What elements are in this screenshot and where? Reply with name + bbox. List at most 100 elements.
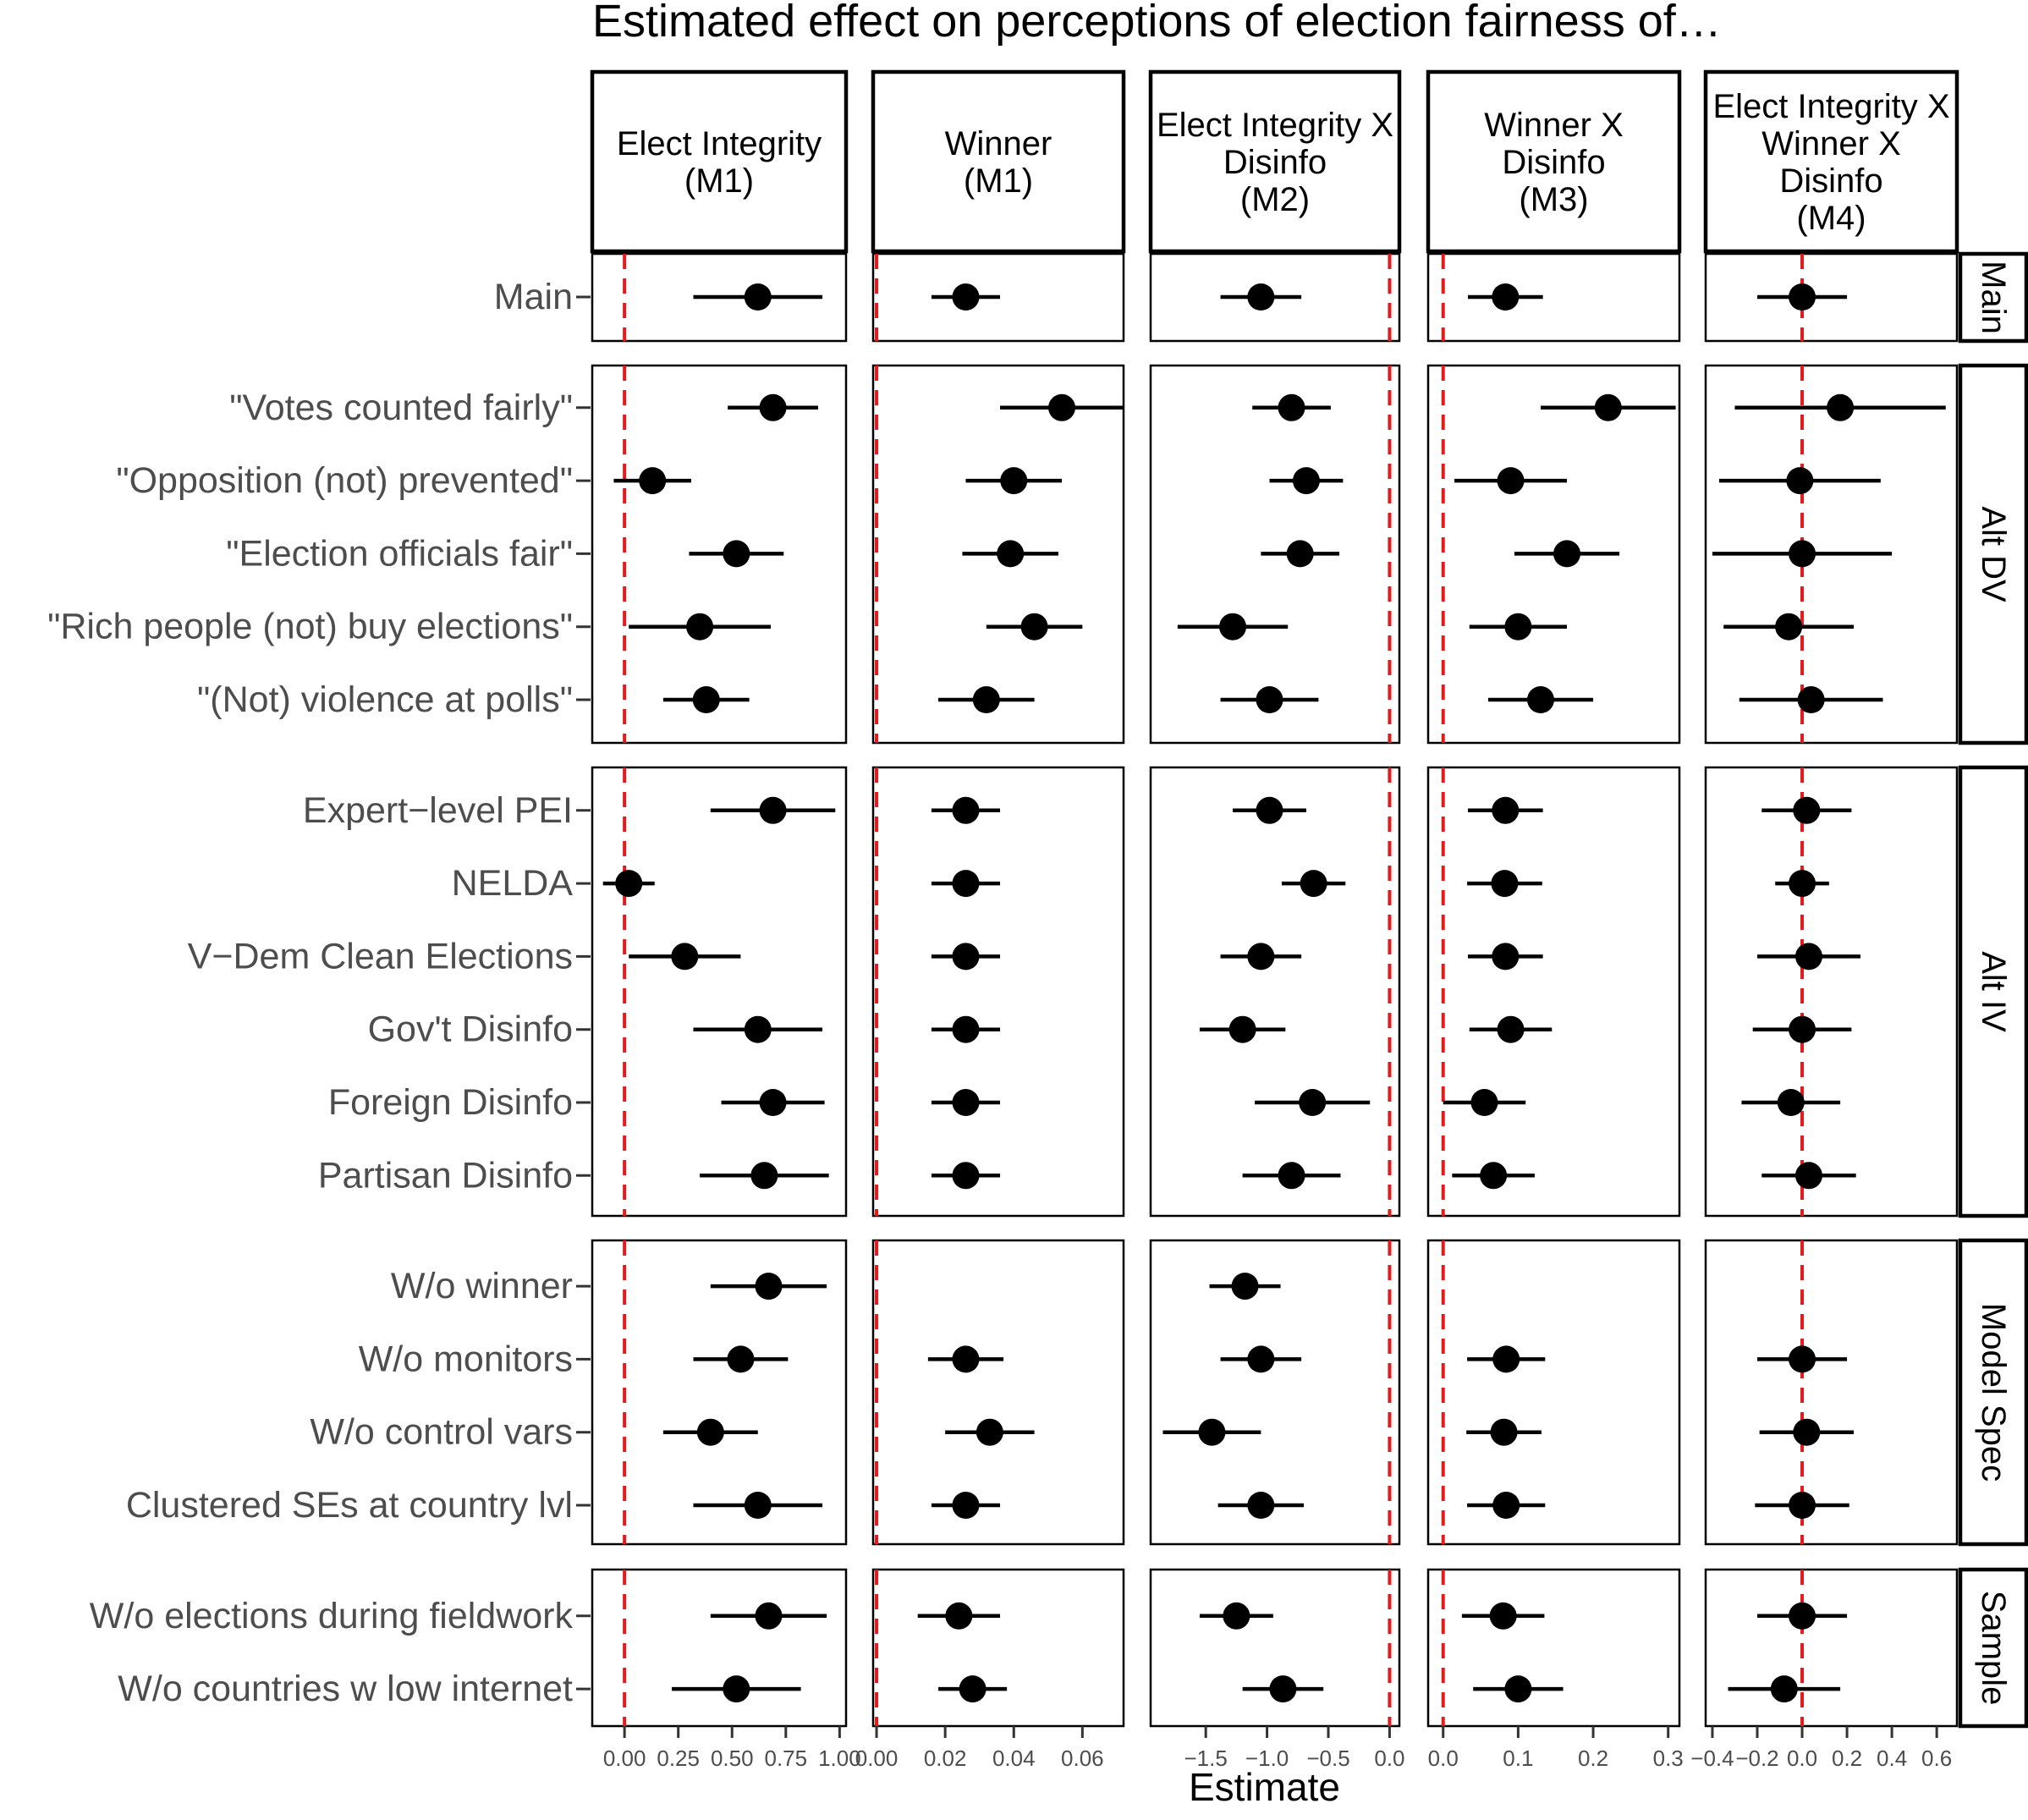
column-strip-3 xyxy=(1148,69,1402,254)
column-strip-label: Disinfo xyxy=(1779,162,1882,200)
estimate-point xyxy=(1292,467,1320,495)
column-strip-label: Disinfo xyxy=(1502,144,1605,181)
row-label: "Votes counted fairly" xyxy=(229,388,573,428)
estimate-point xyxy=(696,1418,724,1446)
estimate-point xyxy=(1789,1602,1816,1630)
row-label: V−Dem Clean Elections xyxy=(188,936,573,976)
column-strip-4 xyxy=(1426,69,1682,254)
estimate-point xyxy=(744,283,772,311)
estimate-point xyxy=(744,1015,772,1043)
row-label: W/o control vars xyxy=(310,1412,573,1453)
estimate-point xyxy=(1247,1492,1275,1519)
estimate-point xyxy=(1777,1089,1805,1116)
estimate-point xyxy=(1247,943,1275,970)
row-label: Foreign Disinfo xyxy=(328,1082,573,1123)
x-tick-label: −0.5 xyxy=(1306,1746,1349,1771)
estimate-point xyxy=(759,1089,787,1116)
panel xyxy=(1149,1239,1401,1546)
x-tick-label: 0.2 xyxy=(1832,1746,1862,1771)
row-strip-label: Alt DV xyxy=(1975,506,2012,602)
estimate-point xyxy=(1497,1015,1525,1043)
estimate-point xyxy=(1278,393,1305,421)
estimate-point xyxy=(615,870,643,898)
estimate-point xyxy=(1492,1345,1520,1373)
estimate-point xyxy=(952,283,980,311)
estimate-point xyxy=(1256,686,1283,713)
estimate-point xyxy=(686,613,714,641)
estimate-point xyxy=(952,1162,980,1190)
row-label: Partisan Disinfo xyxy=(318,1155,573,1196)
row-strip-4 xyxy=(1958,1238,2028,1547)
estimate-point xyxy=(1247,1345,1275,1373)
panel xyxy=(1704,1239,1959,1546)
estimate-point xyxy=(1793,796,1821,824)
column-strip-label: Winner X xyxy=(1761,125,1901,162)
row-label: "(Not) violence at polls" xyxy=(197,679,573,720)
estimate-point xyxy=(1793,1418,1821,1446)
x-tick-label: 0.2 xyxy=(1578,1746,1608,1771)
estimate-point xyxy=(959,1675,987,1703)
x-tick-label: 0.02 xyxy=(924,1746,967,1771)
row-label: Clustered SEs at country lvl xyxy=(126,1485,573,1526)
estimate-point xyxy=(1789,540,1816,568)
column-strip-label: (M1) xyxy=(964,162,1033,200)
column-strip-label: (M4) xyxy=(1796,200,1866,237)
estimate-point xyxy=(1299,1089,1327,1116)
estimate-point xyxy=(972,686,1000,713)
estimate-point xyxy=(1594,393,1622,421)
estimate-point xyxy=(1231,1273,1259,1300)
panel xyxy=(1149,766,1401,1218)
column-strip-label: Elect Integrity X xyxy=(1712,88,1949,125)
column-strip-label: Winner X xyxy=(1484,107,1624,144)
x-tick-label: −0.2 xyxy=(1735,1746,1778,1771)
x-tick-label: 0.6 xyxy=(1921,1746,1952,1771)
panel xyxy=(1426,766,1681,1218)
panel xyxy=(1426,252,1681,343)
x-tick-label: 0.04 xyxy=(992,1746,1036,1771)
row-label: NELDA xyxy=(452,863,574,904)
x-tick-label: 0.25 xyxy=(657,1746,700,1771)
estimate-point xyxy=(1492,1492,1520,1519)
row-strip-label: Model Spec xyxy=(1975,1303,2012,1482)
estimate-point xyxy=(744,1492,772,1519)
panel xyxy=(591,1568,848,1728)
column-strip-label: (M2) xyxy=(1240,181,1310,218)
estimate-point xyxy=(1491,870,1519,898)
estimate-point xyxy=(692,686,720,713)
panel xyxy=(1149,1568,1401,1728)
x-tick-label: −1.0 xyxy=(1245,1746,1289,1771)
estimate-point xyxy=(1219,613,1247,641)
estimate-point xyxy=(952,1345,980,1373)
row-label: W/o countries w low internet xyxy=(118,1669,573,1709)
x-tick-label: 0.0 xyxy=(1374,1746,1404,1771)
panel xyxy=(1704,1568,1959,1728)
estimate-point xyxy=(952,796,980,824)
estimate-point xyxy=(997,540,1025,568)
estimate-point xyxy=(755,1602,783,1630)
row-label: "Election officials fair" xyxy=(226,533,573,574)
estimate-point xyxy=(1490,1418,1518,1446)
estimate-point xyxy=(1827,393,1855,421)
x-tick-label: 0.0 xyxy=(1787,1746,1817,1771)
panel xyxy=(1426,1239,1681,1546)
row-label: "Opposition (not) prevented" xyxy=(116,460,573,501)
estimate-point xyxy=(952,1492,980,1519)
estimate-point xyxy=(945,1602,973,1630)
row-label: Main xyxy=(494,277,573,317)
estimate-point xyxy=(976,1418,1003,1446)
estimate-point xyxy=(1789,1015,1816,1043)
estimate-point xyxy=(1286,540,1314,568)
column-strip-label: Winner xyxy=(945,125,1052,162)
estimate-point xyxy=(1770,1675,1798,1703)
x-tick-label: −0.4 xyxy=(1690,1746,1734,1771)
estimate-point xyxy=(1526,686,1554,713)
row-strip-3 xyxy=(1958,765,2028,1218)
estimate-point xyxy=(1223,1602,1250,1630)
x-tick-label: 0.00 xyxy=(855,1746,899,1771)
x-tick-label: 1.00 xyxy=(818,1746,861,1771)
row-strip-2 xyxy=(1958,363,2028,745)
x-tick-label: −1.5 xyxy=(1184,1746,1228,1771)
estimate-point xyxy=(723,540,750,568)
column-strip-5 xyxy=(1703,69,1959,254)
row-strip-label: Sample xyxy=(1975,1591,2012,1706)
